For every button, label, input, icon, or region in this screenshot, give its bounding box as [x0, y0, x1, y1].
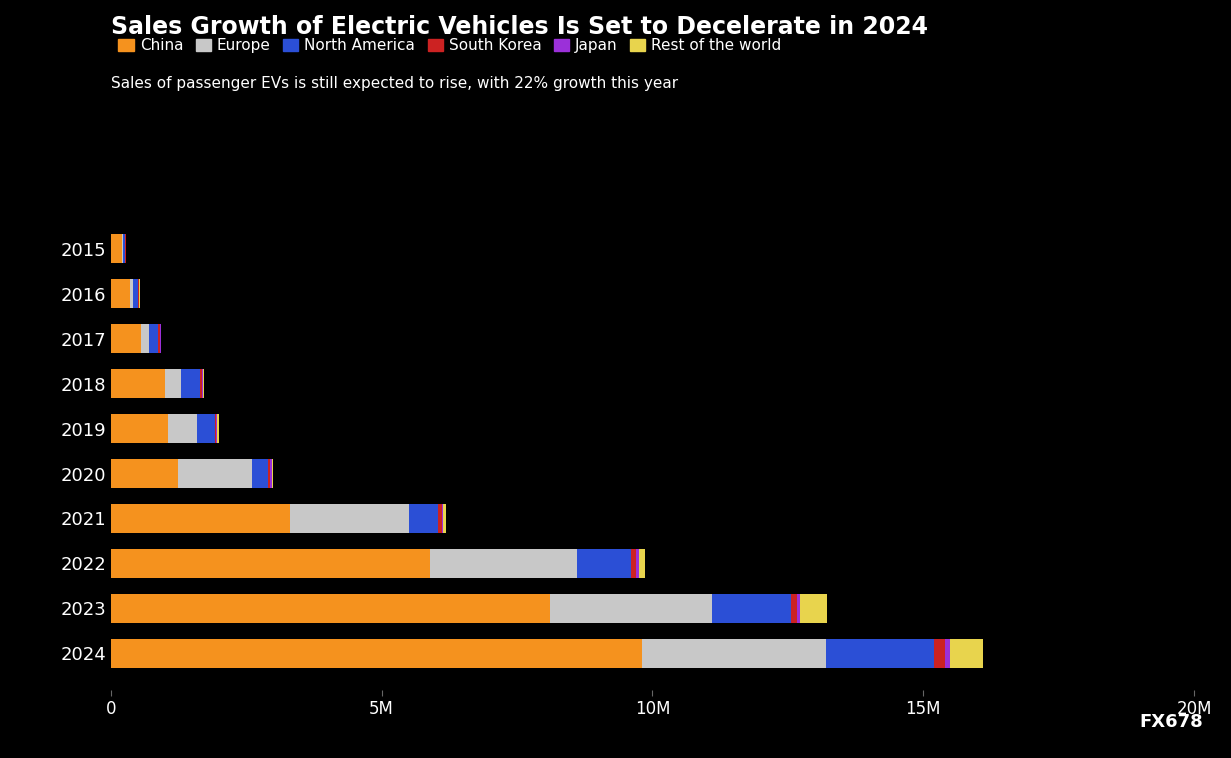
Bar: [111, 459, 178, 488]
Bar: [549, 594, 712, 623]
Bar: [630, 549, 636, 578]
Bar: [945, 639, 950, 668]
Bar: [111, 279, 129, 309]
Bar: [140, 324, 149, 353]
Bar: [181, 369, 201, 398]
Bar: [111, 369, 165, 398]
Bar: [289, 504, 409, 533]
Bar: [111, 414, 167, 443]
Text: FX678: FX678: [1139, 713, 1203, 731]
Bar: [442, 504, 443, 533]
Bar: [576, 549, 630, 578]
Bar: [431, 549, 576, 578]
Bar: [167, 414, 197, 443]
Bar: [214, 414, 217, 443]
Text: Sales Growth of Electric Vehicles Is Set to Decelerate in 2024: Sales Growth of Electric Vehicles Is Set…: [111, 15, 928, 39]
Bar: [197, 414, 214, 443]
Bar: [129, 279, 133, 309]
Bar: [443, 504, 446, 533]
Bar: [111, 504, 289, 533]
Bar: [111, 639, 641, 668]
Bar: [133, 279, 138, 309]
Bar: [712, 594, 790, 623]
Bar: [272, 459, 273, 488]
Bar: [409, 504, 438, 533]
Bar: [111, 324, 140, 353]
Bar: [790, 594, 796, 623]
Bar: [438, 504, 442, 533]
Legend: China, Europe, North America, South Korea, Japan, Rest of the world: China, Europe, North America, South Kore…: [118, 39, 782, 53]
Bar: [149, 324, 159, 353]
Bar: [111, 234, 122, 263]
Bar: [826, 639, 934, 668]
Bar: [639, 549, 645, 578]
Text: Sales of passenger EVs is still expected to rise, with 22% growth this year: Sales of passenger EVs is still expected…: [111, 76, 678, 91]
Bar: [111, 594, 549, 623]
Bar: [201, 369, 202, 398]
Bar: [111, 549, 431, 578]
Bar: [270, 459, 272, 488]
Bar: [165, 369, 181, 398]
Bar: [800, 594, 827, 623]
Bar: [251, 459, 268, 488]
Bar: [641, 639, 826, 668]
Bar: [950, 639, 982, 668]
Bar: [636, 549, 639, 578]
Bar: [268, 459, 270, 488]
Bar: [123, 234, 126, 263]
Bar: [178, 459, 251, 488]
Bar: [796, 594, 800, 623]
Bar: [934, 639, 945, 668]
